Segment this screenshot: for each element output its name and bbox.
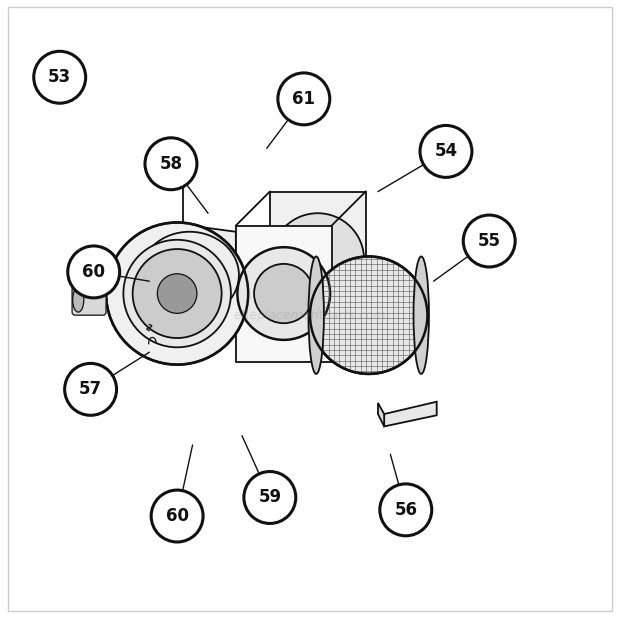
Circle shape	[68, 246, 120, 298]
Ellipse shape	[272, 213, 364, 306]
Circle shape	[145, 138, 197, 190]
Circle shape	[106, 222, 248, 365]
Text: eReplacementParts.com: eReplacementParts.com	[234, 308, 386, 322]
Ellipse shape	[237, 247, 330, 340]
Circle shape	[157, 274, 197, 313]
Circle shape	[420, 125, 472, 177]
Polygon shape	[190, 226, 236, 318]
Circle shape	[278, 73, 330, 125]
Circle shape	[123, 240, 231, 347]
Polygon shape	[384, 402, 436, 426]
Text: 59: 59	[259, 488, 281, 507]
FancyBboxPatch shape	[72, 284, 106, 315]
Circle shape	[64, 363, 117, 415]
Text: 55: 55	[478, 232, 501, 250]
Text: 56: 56	[394, 501, 417, 519]
Text: 53: 53	[48, 68, 71, 87]
Text: 60: 60	[166, 507, 188, 525]
Circle shape	[463, 215, 515, 267]
Polygon shape	[270, 192, 366, 328]
Polygon shape	[236, 226, 332, 362]
Circle shape	[133, 249, 221, 338]
Text: 60: 60	[82, 263, 105, 281]
Ellipse shape	[414, 256, 429, 374]
Circle shape	[151, 490, 203, 542]
Circle shape	[33, 51, 86, 103]
Circle shape	[310, 256, 427, 374]
Circle shape	[380, 484, 432, 536]
Text: 58: 58	[159, 154, 182, 173]
Circle shape	[244, 472, 296, 523]
Text: 61: 61	[292, 90, 316, 108]
Text: 54: 54	[435, 142, 458, 161]
Text: 57: 57	[79, 380, 102, 399]
Polygon shape	[378, 403, 384, 426]
Ellipse shape	[254, 264, 313, 323]
Ellipse shape	[73, 287, 84, 312]
Ellipse shape	[140, 232, 239, 318]
Ellipse shape	[309, 256, 324, 374]
